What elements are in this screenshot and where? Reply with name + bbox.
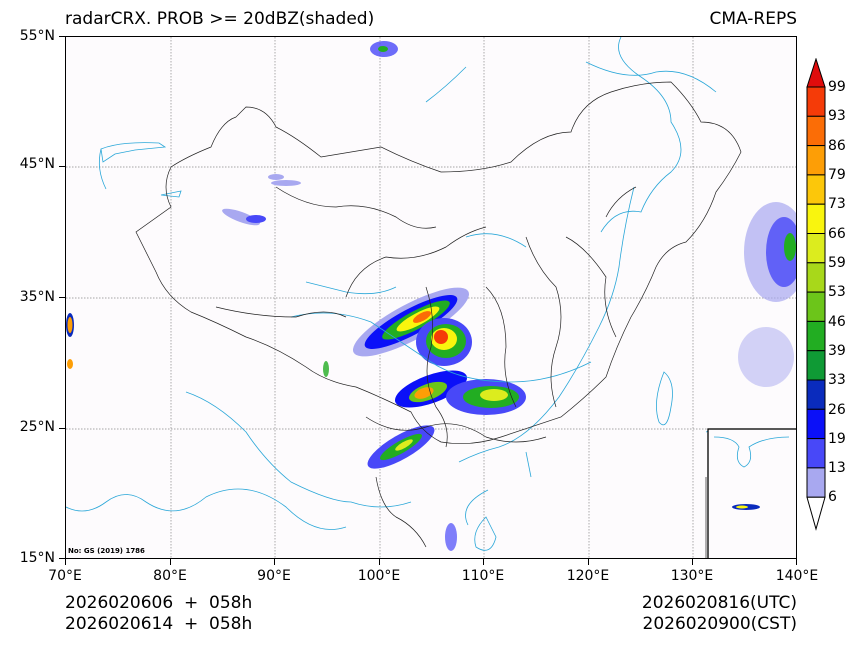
colorbar-label: 93 — [828, 108, 846, 124]
colorbar-label: 53 — [828, 284, 846, 300]
lat-label-35: 35°N — [19, 289, 55, 305]
init-time-block: 2026020606 + 058h 2026020614 + 058h — [65, 593, 252, 635]
colorbar-label: 66 — [828, 226, 846, 242]
colorbar-label: 39 — [828, 343, 846, 359]
lon-tick — [796, 559, 797, 565]
lon-label-70: 70°E — [48, 568, 82, 584]
model-source: CMA-REPS — [709, 9, 797, 29]
init-time-cst: 2026020614 + 058h — [65, 614, 253, 634]
precip-shading — [66, 41, 796, 551]
lon-tick — [274, 559, 275, 565]
colorbar-label: 73 — [828, 196, 846, 212]
lat-tick — [59, 166, 65, 167]
lon-label-90: 90°E — [257, 568, 291, 584]
inset-frame — [707, 428, 796, 558]
chart-title: radarCRX. PROB >= 20dBZ(shaded) — [65, 9, 375, 29]
colorbar-over-triangle — [806, 58, 826, 88]
lon-tick — [65, 559, 66, 565]
lon-tick — [379, 559, 380, 565]
lat-tick — [59, 558, 65, 559]
colorbar-label: 46 — [828, 314, 846, 330]
lon-label-80: 80°E — [153, 568, 187, 584]
map-approval-number: No: GS (2019) 1786 — [68, 547, 145, 555]
colorbar-label: 33 — [828, 372, 846, 388]
init-time-utc: 2026020606 + 058h — [65, 593, 253, 613]
lon-tick — [170, 559, 171, 565]
colorbar-label: 6 — [828, 489, 837, 505]
valid-time-cst: 2026020900(CST) — [642, 614, 797, 634]
lon-label-130: 130°E — [670, 568, 714, 584]
lat-label-25: 25°N — [19, 419, 55, 435]
colorbar-label: 99 — [828, 79, 846, 95]
lat-label-55: 55°N — [19, 28, 55, 44]
colorbar — [806, 58, 826, 531]
colorbar-label: 86 — [828, 138, 846, 154]
lat-tick — [59, 36, 65, 37]
map-panel[interactable] — [65, 36, 797, 559]
lon-label-100: 100°E — [357, 568, 401, 584]
lon-tick — [692, 559, 693, 565]
colorbar-label: 26 — [828, 402, 846, 418]
colorbar-label: 59 — [828, 255, 846, 271]
colorbar-label: 19 — [828, 431, 846, 447]
lat-tick — [59, 297, 65, 298]
colorbar-label: 13 — [828, 460, 846, 476]
lon-label-120: 120°E — [566, 568, 610, 584]
lon-tick — [483, 559, 484, 565]
borders — [135, 81, 742, 558]
lat-label-45: 45°N — [19, 156, 55, 172]
valid-time-utc: 2026020816(UTC) — [641, 593, 797, 613]
lat-tick — [59, 428, 65, 429]
map-canvas — [66, 37, 796, 558]
colorbar-under-triangle — [806, 496, 826, 531]
colorbar-label: 79 — [828, 167, 846, 183]
valid-time-block: 2026020816(UTC) 2026020900(CST) — [642, 593, 797, 635]
lat-label-15: 15°N — [19, 550, 55, 566]
lon-tick — [588, 559, 589, 565]
lon-label-140: 140°E — [775, 568, 819, 584]
lon-label-110: 110°E — [461, 568, 505, 584]
